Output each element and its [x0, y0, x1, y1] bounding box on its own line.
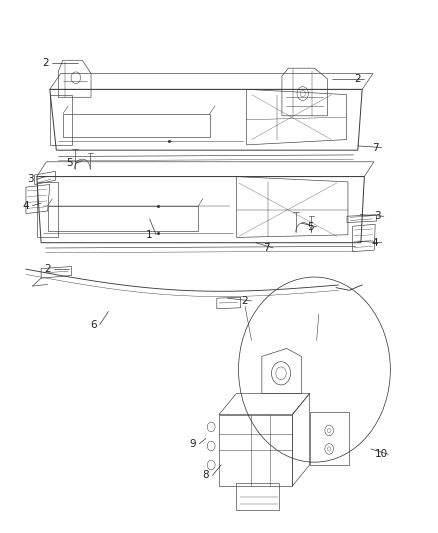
Text: 2: 2 [242, 296, 248, 306]
Text: 4: 4 [372, 238, 378, 248]
Text: 5: 5 [307, 222, 314, 232]
Text: 2: 2 [354, 74, 361, 84]
Text: 8: 8 [203, 471, 209, 480]
Text: 10: 10 [375, 449, 388, 459]
Text: 4: 4 [23, 201, 29, 211]
Text: 9: 9 [190, 439, 196, 449]
Text: 3: 3 [27, 174, 34, 184]
Text: 6: 6 [90, 320, 96, 330]
Text: 5: 5 [66, 158, 73, 168]
Text: 7: 7 [372, 142, 378, 152]
Text: 1: 1 [146, 230, 153, 240]
Text: 2: 2 [42, 58, 49, 68]
Text: 7: 7 [263, 243, 270, 253]
Text: 3: 3 [374, 211, 381, 221]
Text: 2: 2 [44, 264, 51, 274]
